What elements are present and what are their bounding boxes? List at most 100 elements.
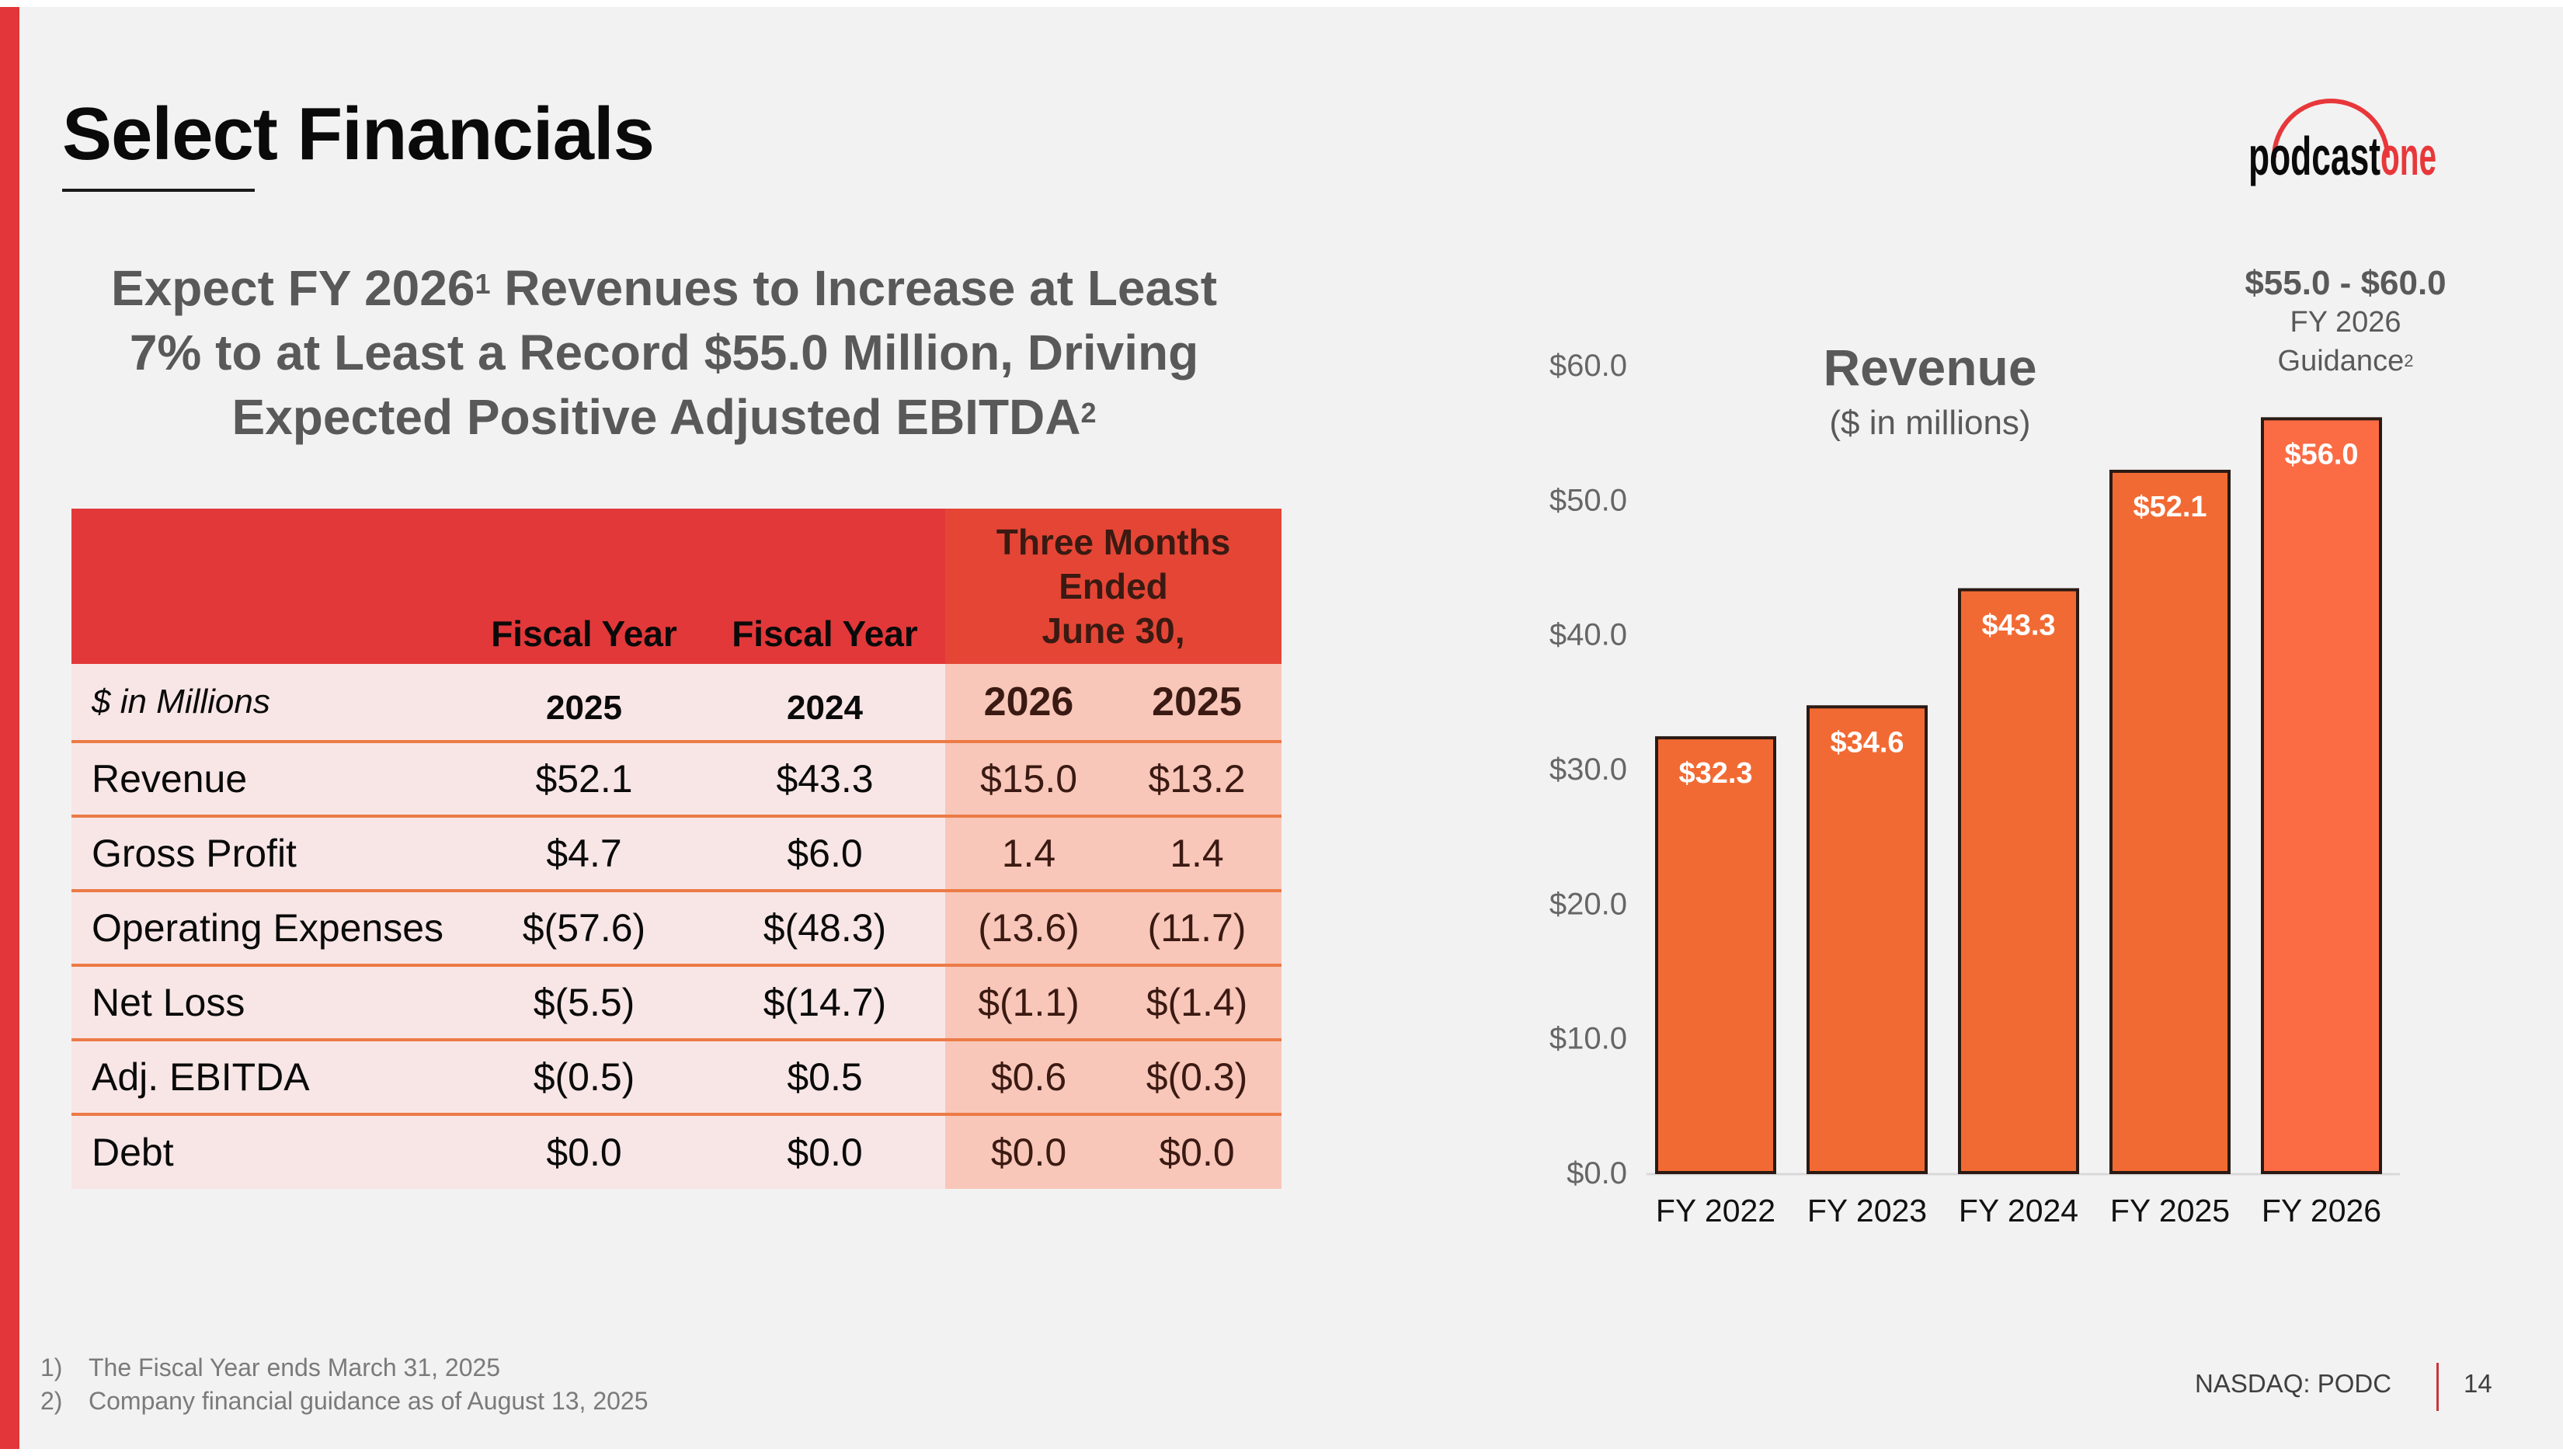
- ticker-label: NASDAQ: PODC: [2195, 1369, 2392, 1398]
- quarter-year-2025: 2025: [1112, 664, 1282, 742]
- year-2024: 2024: [787, 689, 863, 727]
- cell-q2025: $13.2: [1112, 742, 1282, 816]
- header-fiscal-year-2: Fiscal Year: [704, 509, 945, 664]
- y-tick-label: $30.0: [1549, 752, 1627, 787]
- cell-q2025: $0.0: [1112, 1114, 1282, 1189]
- footer-divider: [2436, 1363, 2439, 1411]
- cell-fy2025: $4.7: [546, 832, 622, 875]
- table-row: Debt $0.0 $0.0 $0.0 $0.0: [71, 1114, 1282, 1189]
- logo-text-black: podcast: [2248, 126, 2380, 186]
- footnote-ref: 1: [475, 268, 491, 300]
- y-tick-label: $10.0: [1549, 1022, 1627, 1056]
- header-text: June 30,: [1042, 610, 1185, 651]
- y-tick-label: $20.0: [1549, 887, 1627, 921]
- footnote-text: The Fiscal Year ends March 31, 2025: [89, 1353, 501, 1381]
- table-row: Net Loss $(5.5) $(14.7) $(1.1) $(1.4): [71, 965, 1282, 1040]
- revenue-chart: $0.0 $10.0 $20.0 $30.0 $40.0 $50.0 $60.0 $32.3 F…: [1522, 311, 2454, 1242]
- row-label: Net Loss: [92, 981, 245, 1024]
- cell-fy2025: $52.1: [535, 757, 633, 801]
- cell-fy2025: $(57.6): [522, 906, 646, 950]
- cell-fy2024: $0.5: [787, 1055, 863, 1099]
- bar-data-label: $52.1: [2133, 491, 2207, 523]
- guidance-callout: $55.0 - $60.0 FY 2026 Guidance2: [2198, 264, 2493, 381]
- footnote-1: 1) The Fiscal Year ends March 31, 2025: [40, 1351, 649, 1385]
- year-2025: 2025: [546, 689, 622, 727]
- guidance-label: Guidance2: [2198, 342, 2493, 381]
- table-row: Gross Profit $4.7 $6.0 1.4 1.4: [71, 816, 1282, 891]
- accent-strip: [0, 7, 19, 1449]
- page-number: 14: [2464, 1369, 2492, 1398]
- cell-q2026: 1.4: [945, 816, 1112, 891]
- guidance-year: FY 2026: [2290, 306, 2401, 339]
- podcastone-logo: podcast one: [2248, 74, 2450, 190]
- cell-q2026: (13.6): [945, 891, 1112, 965]
- headline: Expect FY 20261 Revenues to Increase at …: [54, 256, 1274, 450]
- table-subheader-row: $ in Millions 2025 2024 2026 2025: [71, 664, 1282, 742]
- x-tick-label: FY 2026: [2262, 1193, 2381, 1228]
- quarter-year-2026: 2026: [945, 664, 1112, 742]
- guidance-text: Guidance: [2277, 345, 2405, 377]
- cell-fy2024: $6.0: [787, 832, 863, 875]
- header-blank-cell: [71, 509, 464, 664]
- logo-arc-icon: [2272, 99, 2390, 158]
- cell-fy2024: $(48.3): [763, 906, 887, 950]
- table-row: Adj. EBITDA $(0.5) $0.5 $0.6 $(0.3): [71, 1040, 1282, 1114]
- chart-subtitle: ($ in millions): [1829, 404, 2031, 442]
- footnote-ref: 2: [2404, 351, 2414, 370]
- logo-mark: podcast one: [2248, 99, 2436, 186]
- headline-line-1: Expect FY 20261 Revenues to Increase at …: [54, 256, 1274, 321]
- cell-q2026: $0.6: [945, 1040, 1112, 1114]
- cell-q2026: $15.0: [945, 742, 1112, 816]
- cell-q2025: 1.4: [1112, 816, 1282, 891]
- bar-fy-2026: [2261, 417, 2382, 1175]
- bar-fy-2023: [1807, 705, 1928, 1174]
- row-label: Debt: [92, 1131, 174, 1174]
- x-tick-label: FY 2022: [1656, 1193, 1775, 1228]
- header-three-months: Three Months Ended June 30,: [945, 509, 1282, 664]
- headline-text: Expect FY 2026: [111, 260, 475, 316]
- cell-q2025: $(0.3): [1112, 1040, 1282, 1114]
- y-tick-label: $40.0: [1549, 618, 1627, 652]
- row-label: Adj. EBITDA: [92, 1055, 310, 1099]
- x-tick-label: FY 2025: [2110, 1193, 2230, 1228]
- bar-fy-2025: [2109, 469, 2231, 1174]
- footnote-text: Company financial guidance as of August …: [89, 1387, 649, 1415]
- headline-text: Expected Positive Adjusted EBITDA: [231, 389, 1081, 445]
- footnote-ref: 2: [1080, 397, 1097, 429]
- logo-text-red: one: [2380, 126, 2436, 186]
- cell-q2025: (11.7): [1112, 891, 1282, 965]
- bar-data-label: $43.3: [1981, 609, 2055, 641]
- table-row: Operating Expenses $(57.6) $(48.3) (13.6…: [71, 891, 1282, 965]
- chart-title: Revenue: [1823, 339, 2037, 396]
- cell-fy2024: $(14.7): [763, 981, 887, 1024]
- cell-fy2025: $(5.5): [533, 981, 635, 1024]
- bar-fy-2022: [1655, 736, 1776, 1174]
- cell-fy2025: $0.0: [546, 1131, 622, 1174]
- footnotes: 1) The Fiscal Year ends March 31, 2025 2)…: [40, 1351, 649, 1418]
- financials-table: Fiscal Year Fiscal Year Three Months End…: [71, 509, 1282, 1189]
- cell-fy2024: $0.0: [787, 1131, 863, 1174]
- headline-line-2: 7% to at Least a Record $55.0 Million, D…: [129, 325, 1199, 381]
- units-label: $ in Millions: [92, 683, 270, 721]
- table-header-row: Fiscal Year Fiscal Year Three Months End…: [71, 509, 1282, 664]
- cell-q2025: $(1.4): [1112, 965, 1282, 1040]
- x-tick-label: FY 2023: [1807, 1193, 1927, 1228]
- footnote-number: 1): [40, 1353, 63, 1381]
- cell-q2026: $0.0: [945, 1114, 1112, 1189]
- footnote-number: 2): [40, 1387, 63, 1415]
- cell-q2026: $(1.1): [945, 965, 1112, 1040]
- table-row: Revenue $52.1 $43.3 $15.0 $13.2: [71, 742, 1282, 816]
- row-label: Operating Expenses: [92, 906, 444, 950]
- header-text: Ended: [1059, 565, 1168, 606]
- bar-fy-2024: [1958, 588, 2079, 1174]
- x-tick-label: FY 2024: [1959, 1193, 2078, 1228]
- header-text: Three Months: [996, 521, 1231, 562]
- y-tick-label: $0.0: [1567, 1156, 1627, 1190]
- title-underline: [62, 189, 255, 192]
- guidance-range: $55.0 - $60.0: [2245, 264, 2446, 302]
- footnote-2: 2) Company financial guidance as of Augus…: [40, 1385, 649, 1418]
- y-tick-label: $60.0: [1549, 349, 1627, 383]
- page-title: Select Financials: [62, 92, 655, 175]
- row-label: Revenue: [92, 757, 248, 801]
- y-tick-label: $50.0: [1549, 483, 1627, 517]
